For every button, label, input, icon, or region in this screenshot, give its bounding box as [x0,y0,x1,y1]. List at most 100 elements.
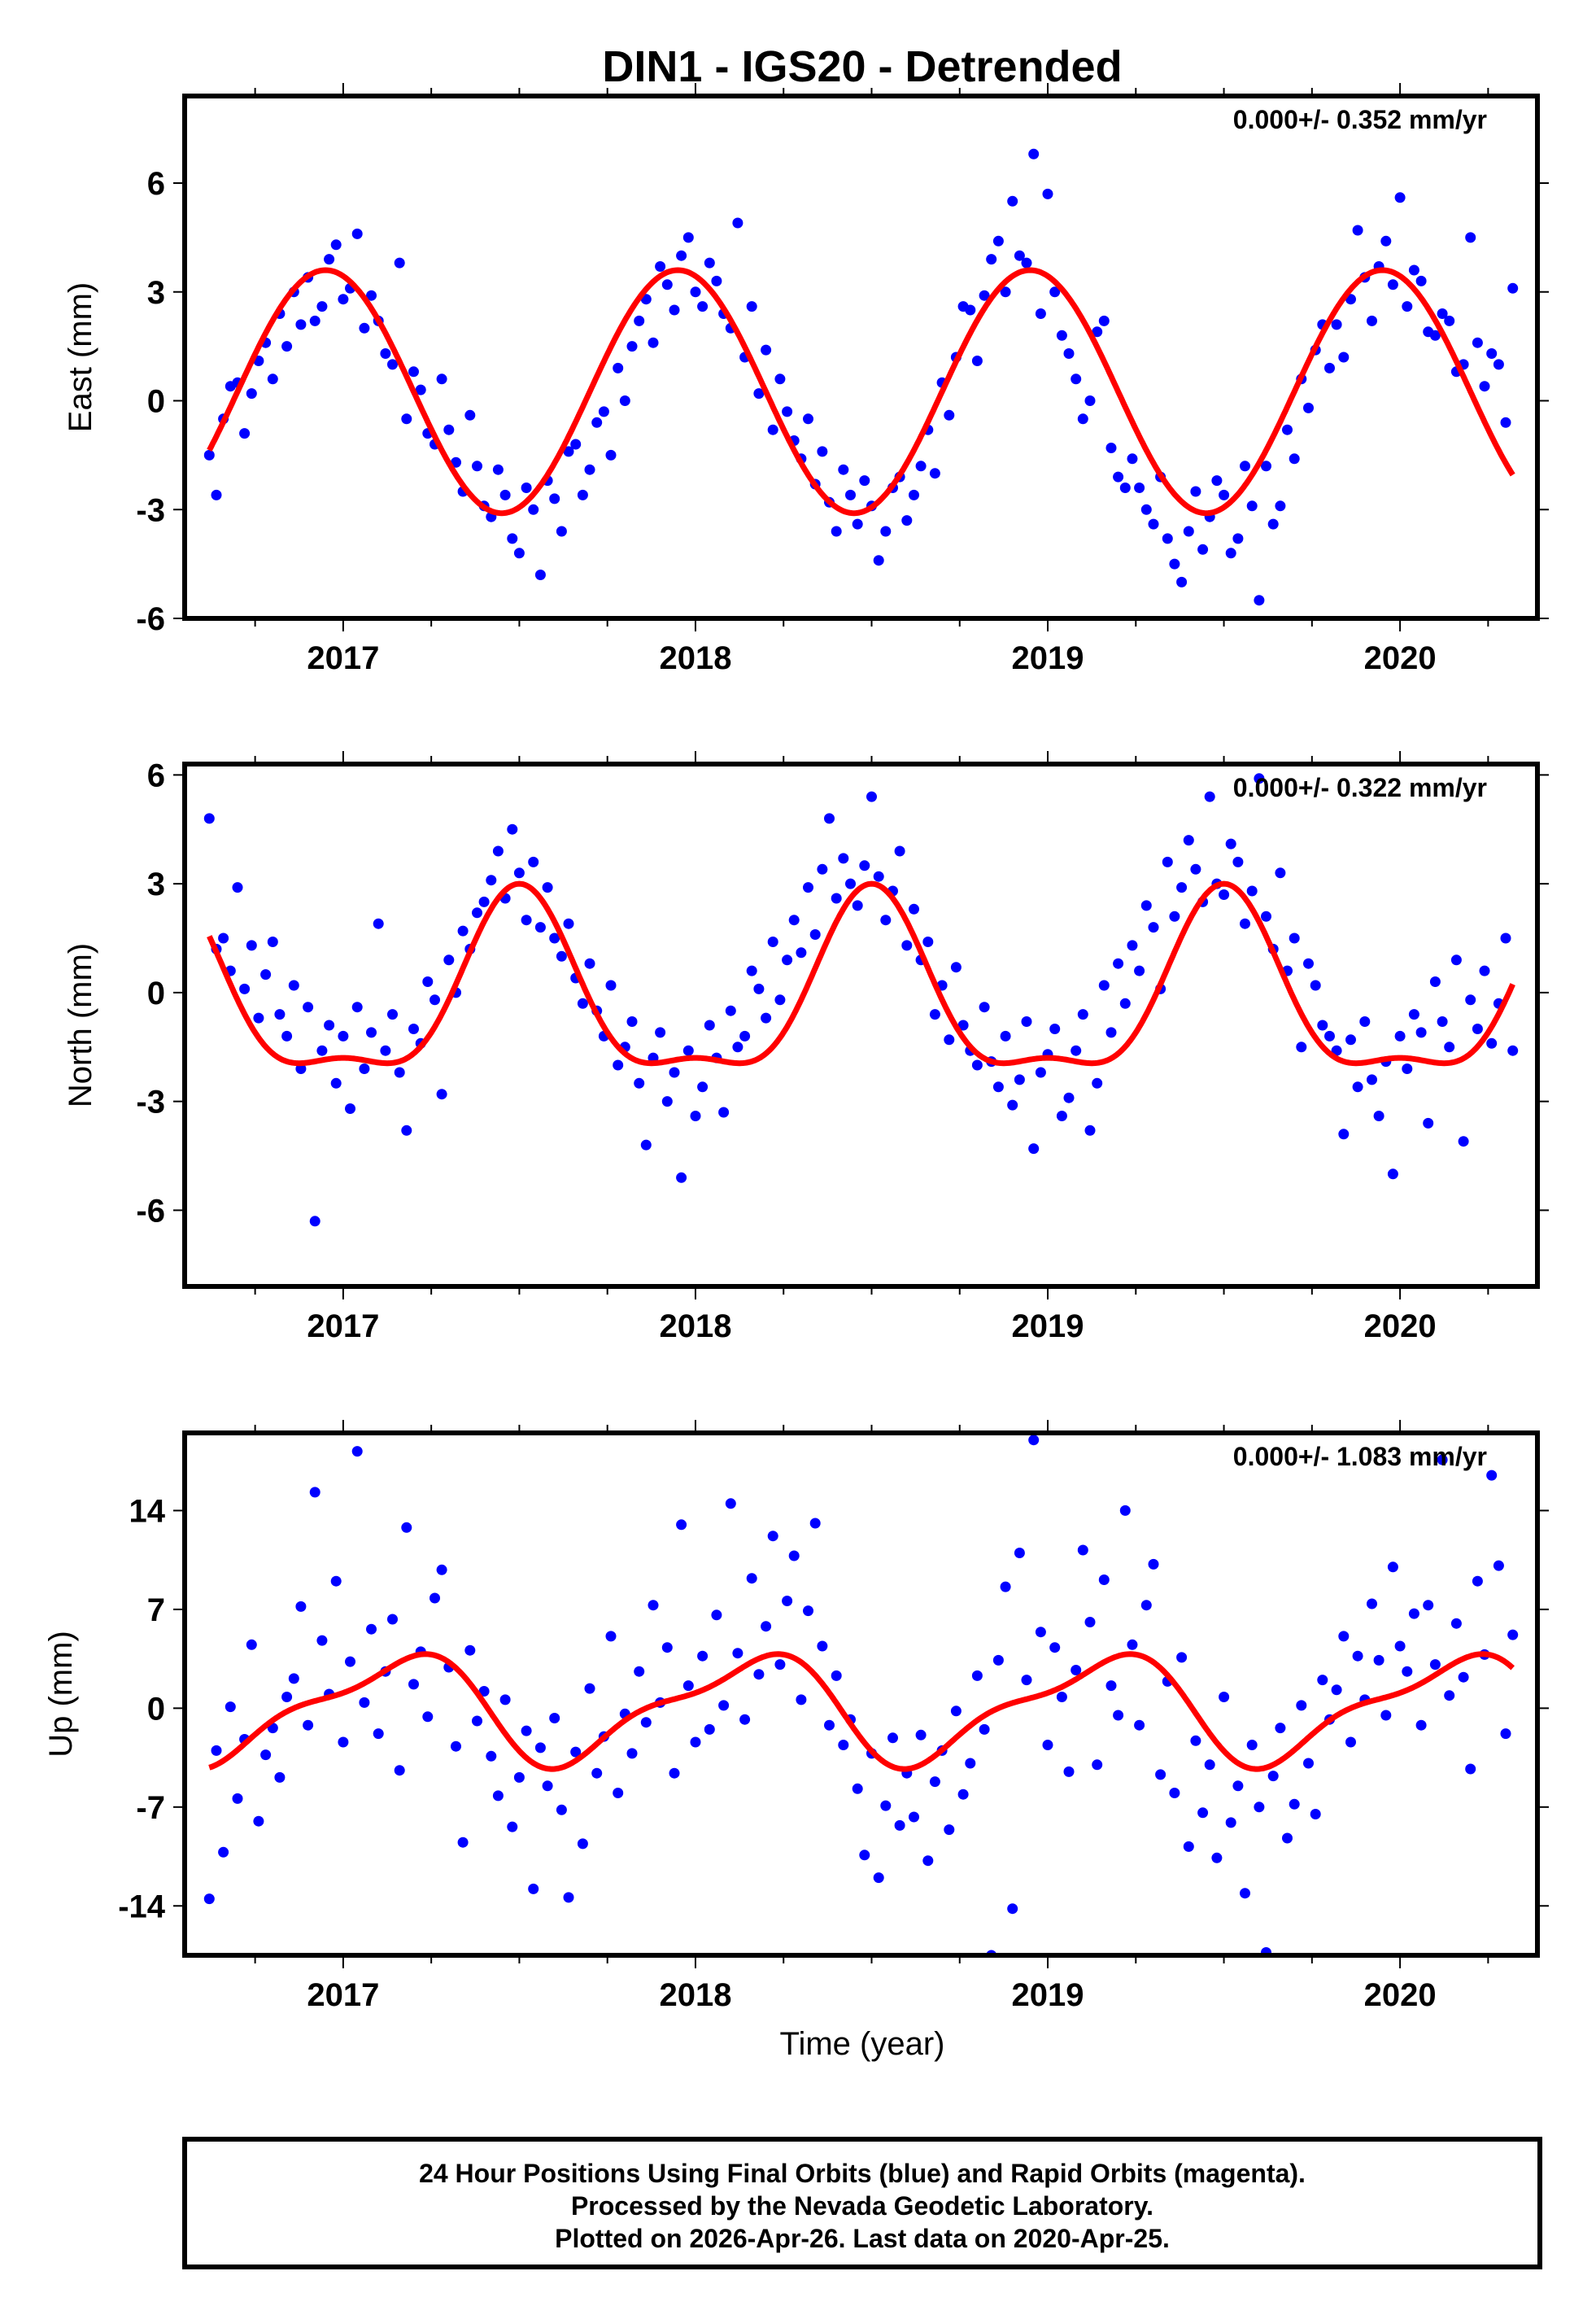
data-point [281,1030,293,1042]
data-point [817,863,828,875]
data-point [1014,250,1025,261]
data-point [577,998,588,1009]
data-point [704,257,715,269]
y-tick-label: 0 [147,384,165,420]
data-point [260,1749,272,1761]
data-point [1148,922,1159,933]
data-point [1275,867,1286,879]
x-tick-label: 2019 [1012,1977,1084,2013]
x-tick-label: 2020 [1364,1308,1437,1344]
data-point [239,983,251,994]
data-point [682,232,694,243]
data-point [472,907,482,919]
x-tick-label: 2017 [307,640,379,676]
y-tick-label: 0 [147,1691,165,1727]
data-point [309,1487,321,1498]
data-point [1000,286,1011,298]
data-point [288,1673,299,1684]
data-point [1444,1042,1455,1053]
data-point [634,315,645,326]
y-axis-label: Up (mm) [43,1631,79,1758]
data-point [1176,576,1188,587]
data-point [1056,1692,1067,1702]
footer-frame [182,2137,1542,2269]
data-point [528,856,539,867]
data-point [486,875,497,886]
data-point [401,1125,412,1136]
data-point [1105,1680,1117,1692]
data-point [1458,1671,1469,1683]
x-tick-label: 2018 [659,640,731,676]
data-point [401,413,412,425]
data-point [1225,838,1236,849]
data-point [1373,1111,1385,1121]
data-point [915,1729,927,1740]
data-point [1493,359,1504,370]
data-point [528,1883,539,1894]
data-point [1317,1020,1328,1031]
data-point [1437,1454,1448,1465]
data-point [704,1020,715,1031]
data-point [605,980,617,991]
data-point [436,1089,447,1100]
data-point [894,845,905,857]
data-point [513,548,525,559]
data-point [1211,475,1223,487]
data-point [1176,1652,1188,1663]
data-point [761,1621,772,1632]
data-point [1289,453,1300,465]
data-point [267,937,278,947]
data-point [1084,395,1096,406]
data-point [549,1713,560,1723]
data-point [1134,965,1145,976]
data-point [1219,889,1230,900]
data-point [697,1650,709,1662]
data-point [817,1640,828,1652]
data-point [281,341,293,352]
data-point [1282,1832,1293,1844]
data-point [316,301,328,312]
data-point [915,461,927,472]
data-point [1098,315,1110,326]
data-point [415,384,426,395]
data-point [1148,518,1159,530]
data-point [909,489,919,500]
data-point [1472,1024,1483,1034]
data-point [838,464,849,475]
data-point [929,1009,940,1020]
data-point [295,319,307,330]
data-point [682,1680,694,1692]
data-point [803,1605,813,1617]
data-point [880,915,892,926]
data-point [732,1042,743,1053]
data-point [782,954,793,966]
data-point [1275,500,1286,512]
data-point [1190,486,1201,497]
data-point [577,1838,588,1850]
data-point [971,1670,983,1681]
data-point [203,1893,215,1905]
y-tick-label: 3 [147,867,165,902]
data-point [1035,1067,1046,1078]
data-point [746,1573,757,1584]
x-tick-label: 2018 [659,1977,731,2013]
data-point [873,871,884,882]
data-point [1402,301,1413,312]
data-point [534,922,546,933]
panel-up: 2017 2018 2019 2020 14 7 0 -7 -14 Up (mm) 0.000+/-… [43,1420,1549,2013]
y-tick-label: -7 [136,1790,165,1826]
data-point [288,980,299,991]
data-point [507,1821,518,1832]
data-point [316,1635,328,1646]
data-point [944,1824,955,1836]
data-point [1049,1024,1061,1034]
data-point [570,439,582,450]
footer-box: 24 Hour Positions Using Final Orbits (bl… [182,2137,1542,2269]
data-point [1197,544,1209,555]
x-tick-label: 2020 [1364,1977,1437,2013]
data-point [922,1855,934,1867]
data-point [950,1705,962,1717]
data-point [852,1783,863,1794]
data-point [992,235,1004,247]
